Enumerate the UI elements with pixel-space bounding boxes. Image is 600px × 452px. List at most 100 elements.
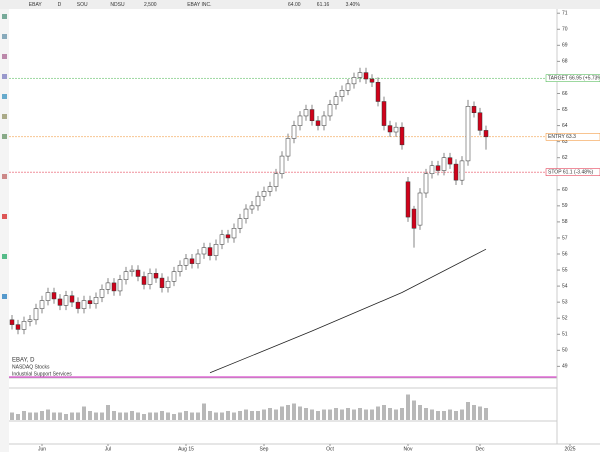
level-label-box bbox=[545, 133, 600, 141]
volume-bar bbox=[94, 412, 98, 420]
candle-body bbox=[165, 281, 171, 288]
volume-bar bbox=[130, 411, 134, 420]
candle-body bbox=[237, 218, 243, 229]
candle-body bbox=[213, 244, 219, 256]
candle-body bbox=[159, 277, 165, 288]
candle-body bbox=[135, 269, 141, 277]
candle-body bbox=[429, 165, 435, 174]
volume-bar bbox=[70, 412, 74, 420]
y-tick-label: 56 bbox=[562, 251, 568, 257]
candle-body bbox=[393, 126, 399, 133]
volume-bar bbox=[268, 408, 272, 420]
volume-bar bbox=[52, 412, 56, 420]
y-tick-label: 66 bbox=[562, 91, 568, 97]
volume-bar bbox=[106, 405, 110, 420]
y-tick-label: 58 bbox=[562, 219, 568, 225]
tool-icon[interactable] bbox=[2, 174, 7, 179]
x-tick-label: Dec bbox=[476, 446, 485, 452]
volume-bar bbox=[376, 406, 380, 420]
candle-body bbox=[57, 298, 63, 306]
volume-bar bbox=[256, 411, 260, 420]
volume-bar bbox=[112, 411, 116, 420]
volume-bar bbox=[394, 409, 398, 420]
volume-bar bbox=[226, 411, 230, 420]
volume-bar bbox=[358, 408, 362, 420]
candle-body bbox=[375, 81, 381, 102]
side-toolbar bbox=[0, 9, 9, 452]
candle-body bbox=[441, 157, 447, 171]
volume-bar bbox=[208, 411, 212, 420]
volume-bar bbox=[400, 408, 404, 420]
candle-body bbox=[279, 155, 285, 174]
volume-bar bbox=[238, 411, 242, 420]
volume-bar bbox=[454, 411, 458, 420]
volume-bar bbox=[46, 409, 50, 420]
tool-icon[interactable] bbox=[2, 294, 7, 299]
y-tick-label: 57 bbox=[562, 235, 568, 241]
volume-bar bbox=[274, 409, 278, 420]
toolbar-text: D bbox=[58, 2, 62, 8]
volume-bar bbox=[82, 406, 86, 420]
legend-text: Industrial Support Services bbox=[12, 371, 72, 377]
candle-body bbox=[309, 109, 315, 122]
volume-bar bbox=[184, 411, 188, 420]
y-tick-label: 64 bbox=[562, 123, 568, 129]
candle-body bbox=[363, 72, 369, 80]
candle-body bbox=[129, 269, 135, 272]
volume-bar bbox=[250, 411, 254, 420]
candle-body bbox=[411, 208, 417, 229]
candle-body bbox=[261, 191, 267, 197]
y-tick-label: 62 bbox=[562, 155, 568, 161]
volume-bar bbox=[322, 409, 326, 420]
moving-average bbox=[209, 248, 487, 374]
candle-body bbox=[447, 157, 453, 165]
x-tick-label: Oct bbox=[326, 446, 334, 452]
tool-icon[interactable] bbox=[2, 74, 7, 79]
y-tick-label: 55 bbox=[562, 267, 568, 273]
candle-body bbox=[141, 276, 147, 285]
candle-body bbox=[231, 228, 237, 239]
volume-bar bbox=[232, 412, 236, 420]
y-tick-label: 53 bbox=[562, 299, 568, 305]
volume-bar bbox=[436, 411, 440, 420]
candle-body bbox=[123, 271, 129, 280]
candle-body bbox=[201, 247, 207, 255]
candle-body bbox=[291, 125, 297, 139]
y-tick-label: 52 bbox=[562, 316, 568, 322]
volume-bar bbox=[154, 412, 158, 420]
volume-bar bbox=[292, 403, 296, 420]
volume-bar bbox=[160, 411, 164, 420]
volume-bar bbox=[382, 405, 386, 420]
volume-bar bbox=[340, 409, 344, 420]
tool-icon[interactable] bbox=[2, 214, 7, 219]
tool-icon[interactable] bbox=[2, 14, 7, 19]
tool-icon[interactable] bbox=[2, 114, 7, 119]
candle-body bbox=[105, 282, 111, 290]
candle-body bbox=[219, 234, 225, 245]
tool-icon[interactable] bbox=[2, 54, 7, 59]
toolbar-text: 3.40% bbox=[346, 2, 361, 8]
level-label-box bbox=[545, 168, 600, 176]
volume-bar bbox=[124, 412, 128, 420]
volume-bar bbox=[298, 406, 302, 420]
volume-bar bbox=[40, 411, 44, 420]
volume-bar bbox=[478, 406, 482, 420]
tool-icons[interactable] bbox=[2, 14, 7, 299]
candle-body bbox=[177, 264, 183, 272]
x-tick-label: 2025 bbox=[564, 446, 575, 452]
tool-icon[interactable] bbox=[2, 94, 7, 99]
candle-body bbox=[153, 273, 159, 279]
volume-bar bbox=[244, 409, 248, 420]
toolbar-text: EBAY bbox=[29, 2, 43, 8]
y-tick-label: 54 bbox=[562, 283, 568, 289]
y-tick-label: 63 bbox=[562, 139, 568, 145]
tool-icon[interactable] bbox=[2, 134, 7, 139]
candle-body bbox=[339, 90, 345, 97]
volume-bar bbox=[190, 412, 194, 420]
legend-text: EBAY, D bbox=[12, 358, 35, 364]
volume-bar bbox=[196, 412, 200, 420]
tool-icon[interactable] bbox=[2, 254, 7, 259]
candle-body bbox=[327, 104, 333, 117]
volume-bar bbox=[22, 411, 26, 420]
tool-icon[interactable] bbox=[2, 34, 7, 39]
